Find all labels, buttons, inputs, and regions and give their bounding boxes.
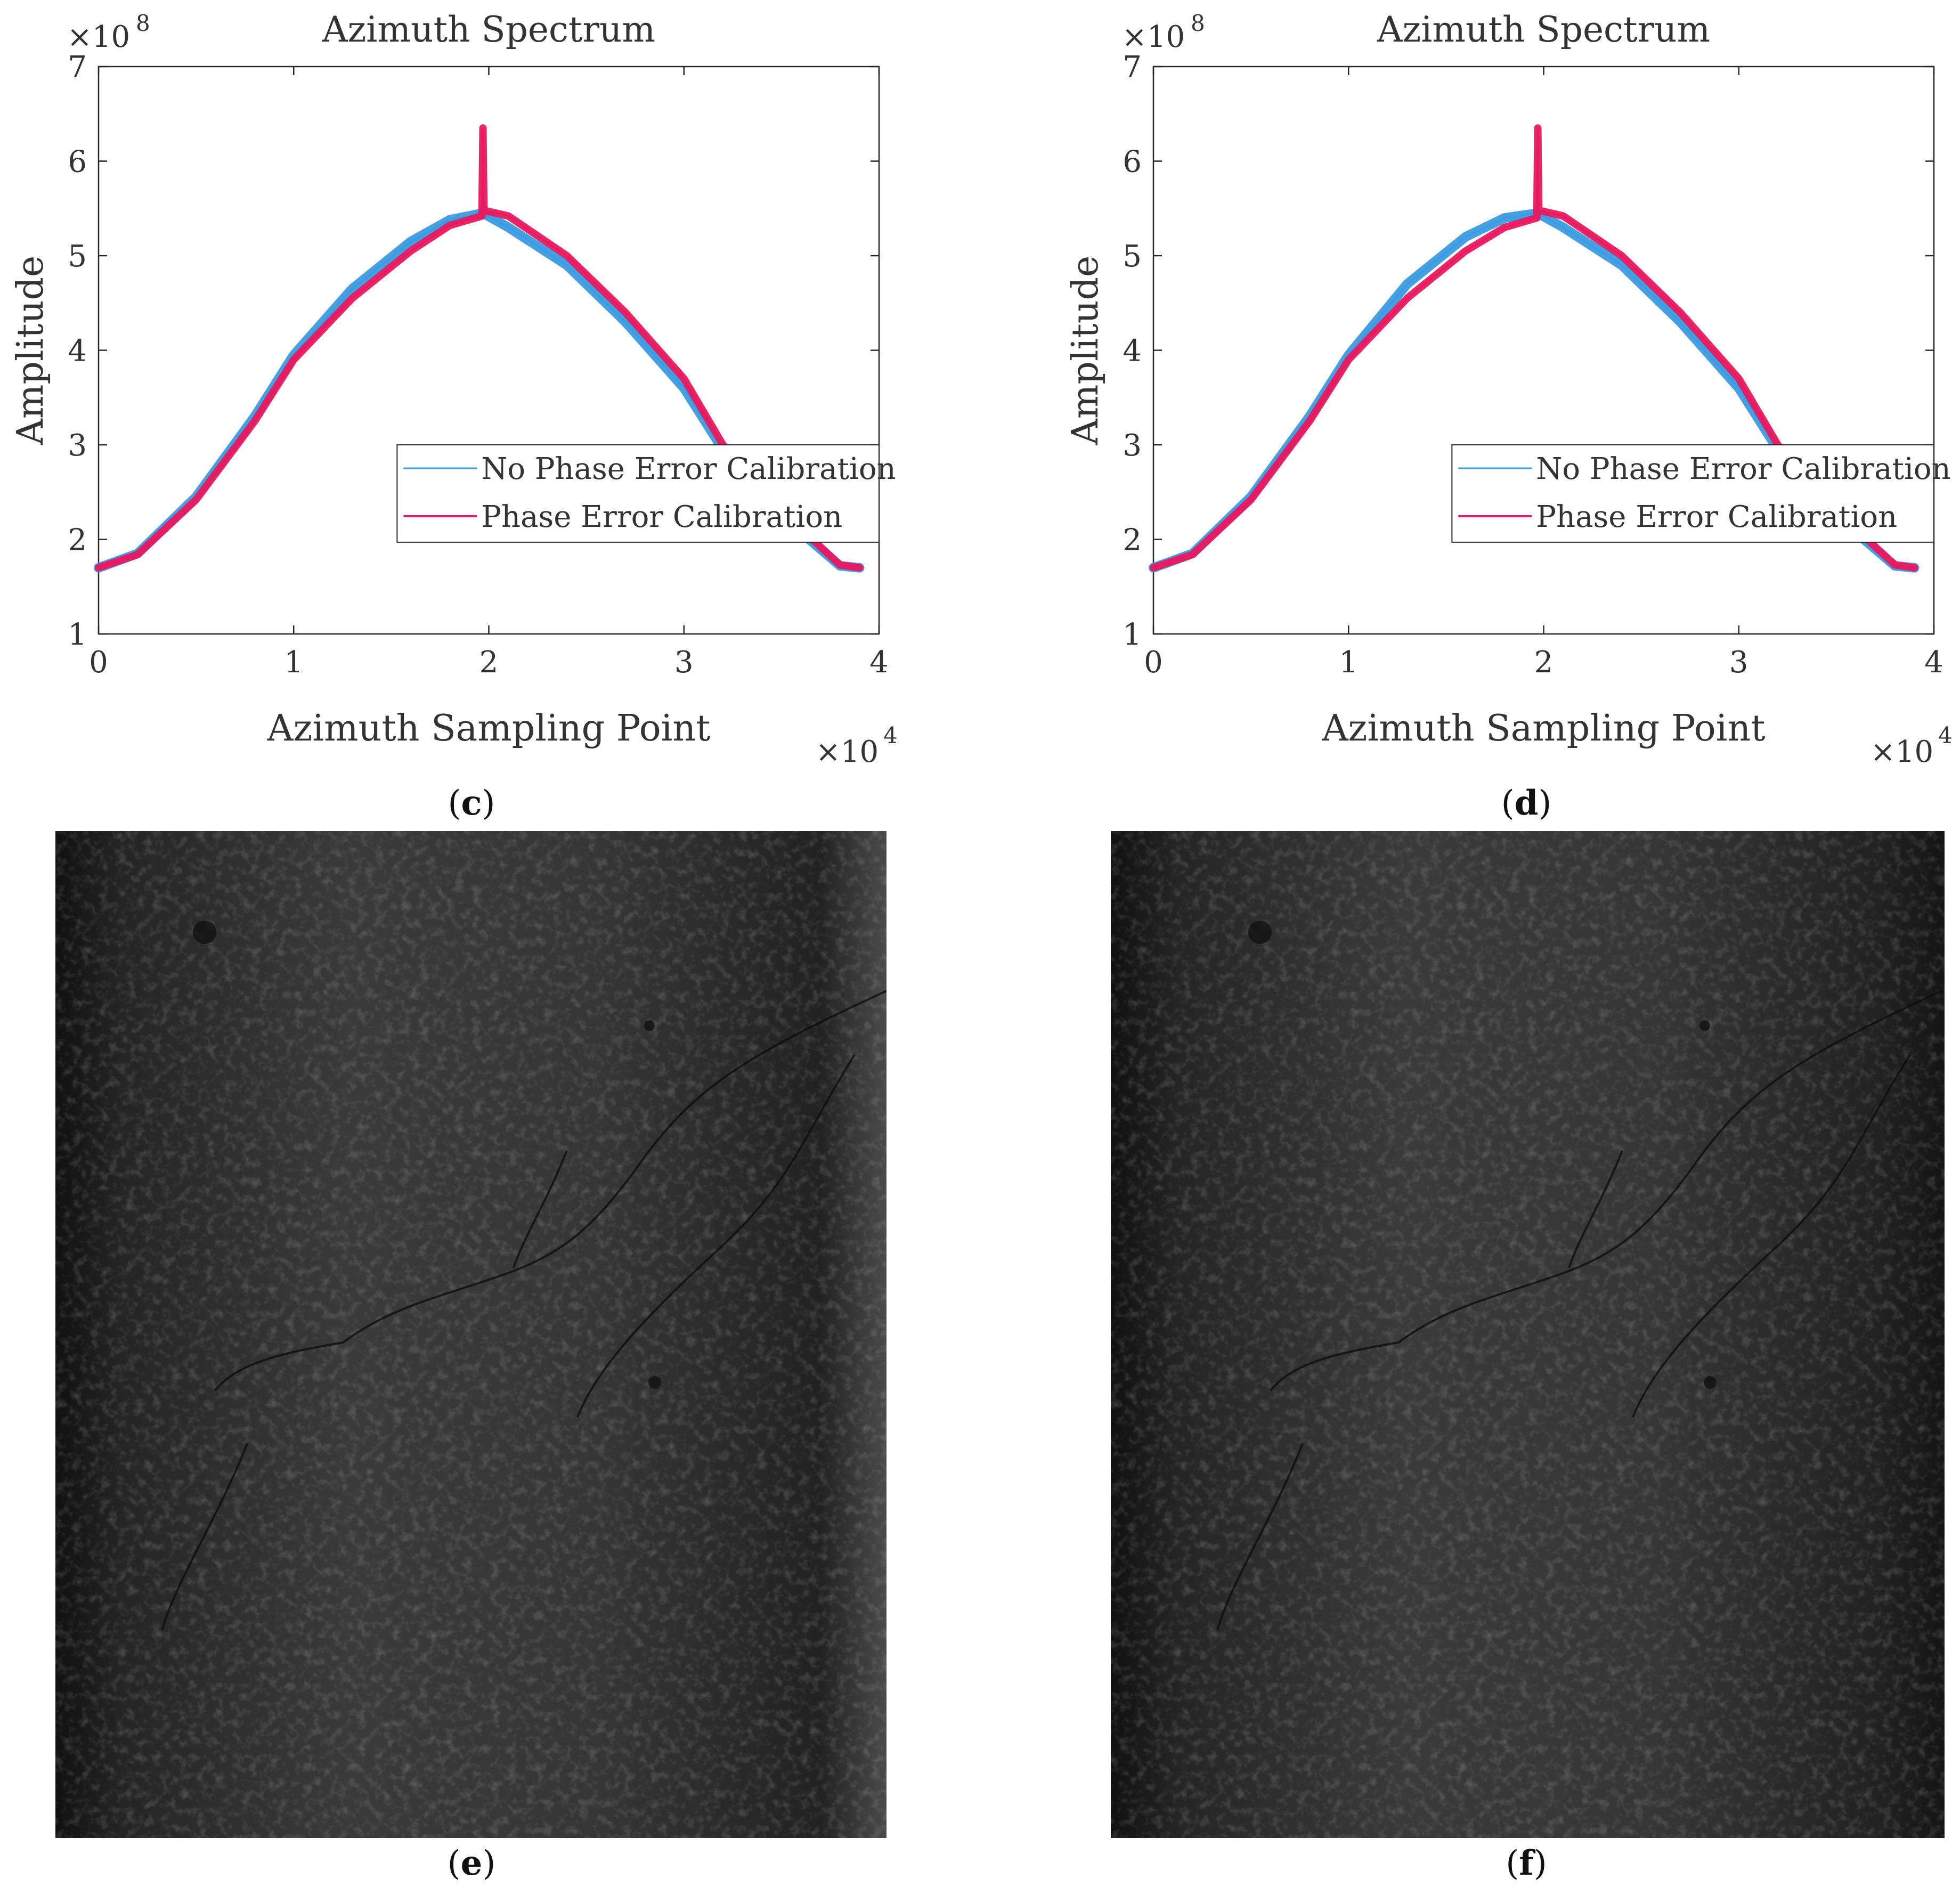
y-tick-label: 7 — [1123, 50, 1142, 85]
x-axis-label: Azimuth Sampling Point — [1321, 707, 1765, 750]
x-exponent-label: ×10 — [1870, 735, 1933, 769]
sar-speckle — [55, 831, 887, 1838]
y-tick-label: 5 — [1123, 239, 1142, 274]
sar-image-f — [1111, 831, 1945, 1838]
sar-image-e — [55, 831, 887, 1838]
y-tick-label: 6 — [68, 145, 87, 180]
legend-box — [396, 444, 880, 543]
legend: No Phase Error Calibration Phase Error Ca… — [1451, 444, 1951, 543]
caption-c: (c) — [448, 783, 495, 823]
sar-lake — [648, 1376, 661, 1389]
y-exponent-label: ×10 — [67, 20, 130, 54]
plot-area — [1152, 66, 1935, 635]
chart-title: Azimuth Spectrum — [1377, 9, 1710, 50]
sar-lake — [1248, 921, 1272, 944]
x-tick-label: 3 — [1729, 645, 1748, 680]
sar-image-f-graphic — [1111, 831, 1945, 1838]
x-tick-label: 0 — [89, 645, 108, 680]
x-tick-label: 4 — [869, 645, 889, 680]
y-tick-label: 2 — [68, 523, 87, 558]
y-exponent: 8 — [136, 10, 150, 36]
y-exponent: 8 — [1191, 10, 1205, 36]
y-tick-label: 3 — [68, 428, 87, 463]
sar-river — [1568, 1150, 1623, 1268]
x-tick-label: 2 — [1534, 645, 1554, 680]
sar-river — [1397, 990, 1942, 1344]
x-tick-label: 1 — [1339, 645, 1358, 680]
legend-box — [1451, 444, 1934, 543]
sar-river — [342, 990, 887, 1344]
x-tick-label: 2 — [479, 645, 499, 680]
x-tick-label: 3 — [674, 645, 694, 680]
sar-lake — [1699, 1020, 1710, 1031]
x-axis-label: Azimuth Sampling Point — [266, 707, 710, 750]
sar-river — [576, 1054, 856, 1418]
sar-speckle — [1111, 831, 1945, 1838]
x-tick-label: 4 — [1924, 645, 1943, 680]
sar-river — [1632, 1054, 1911, 1418]
y-tick-label: 2 — [1123, 523, 1142, 558]
y-tick-label: 1 — [68, 617, 87, 652]
y-tick-label: 4 — [68, 334, 87, 369]
sar-lake — [644, 1020, 655, 1031]
x-tick-label: 1 — [284, 645, 303, 680]
sar-river — [1216, 1443, 1304, 1631]
chart-title: Azimuth Spectrum — [322, 9, 655, 50]
x-tick-label: 0 — [1144, 645, 1163, 680]
caption-d: (d) — [1501, 783, 1552, 823]
chart-panel-c: 0 1 2 3 4 1 2 3 4 5 6 7 Azimuth Spectrum ×10 8 ×10 4 Azim… — [0, 0, 959, 788]
y-axis-label: Amplitude — [10, 256, 52, 446]
plot-area — [97, 66, 880, 635]
legend: No Phase Error Calibration Phase Error Ca… — [396, 444, 896, 543]
x-exponent-label: ×10 — [816, 735, 879, 769]
legend-label: Phase Error Calibration — [481, 500, 842, 534]
y-axis-label: Amplitude — [1064, 256, 1107, 446]
y-tick-label: 3 — [1123, 428, 1142, 463]
x-exponent: 4 — [883, 722, 898, 748]
x-exponent: 4 — [1938, 722, 1953, 748]
sar-river — [513, 1150, 568, 1268]
sar-lake — [1704, 1376, 1717, 1389]
y-exponent-label: ×10 — [1122, 20, 1185, 54]
sar-river — [1270, 1341, 1399, 1392]
sar-river — [161, 1443, 248, 1631]
legend-label: Phase Error Calibration — [1536, 500, 1897, 534]
caption-e: (e) — [447, 1843, 496, 1883]
legend-label: No Phase Error Calibration — [481, 452, 896, 486]
y-tick-label: 1 — [1123, 617, 1142, 652]
legend-label: No Phase Error Calibration — [1536, 452, 1950, 486]
y-tick-label: 7 — [68, 50, 87, 85]
chart-panel-d: 0 1 2 3 4 1 2 3 4 5 6 7 Azimuth Spectrum ×10 8 ×10 4 Azim… — [1055, 0, 1960, 788]
sar-river — [214, 1341, 344, 1392]
y-tick-label: 5 — [68, 239, 87, 274]
sar-lake — [193, 921, 216, 944]
y-tick-label: 4 — [1123, 334, 1142, 369]
y-tick-label: 6 — [1123, 145, 1142, 180]
caption-f: (f) — [1506, 1843, 1547, 1883]
sar-image-e-graphic — [55, 831, 887, 1838]
